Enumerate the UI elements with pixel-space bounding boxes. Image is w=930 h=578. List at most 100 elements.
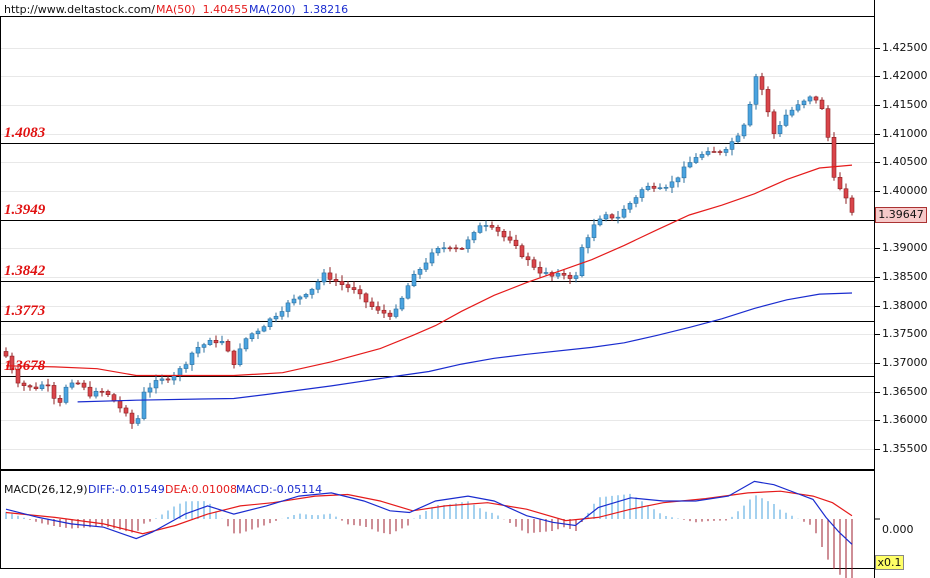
bull-candle bbox=[573, 275, 579, 279]
y-tick-label: 1.36000 bbox=[882, 413, 928, 427]
bull-candle bbox=[297, 296, 303, 300]
bear-candle bbox=[525, 256, 531, 261]
bull-candle bbox=[237, 348, 243, 365]
bull-candle bbox=[207, 340, 213, 345]
bull-candle bbox=[303, 294, 309, 298]
bear-candle bbox=[825, 108, 831, 138]
bear-candle bbox=[513, 239, 519, 247]
level-label: 1.4083 bbox=[4, 124, 46, 141]
bull-candle bbox=[429, 252, 435, 264]
bear-candle bbox=[819, 99, 825, 109]
bear-candle bbox=[45, 384, 51, 387]
bull-candle bbox=[471, 232, 477, 241]
bull-candle bbox=[585, 237, 591, 248]
bull-candle bbox=[615, 216, 621, 219]
bull-candle bbox=[411, 273, 417, 287]
macd-zero-tick: 0.000 bbox=[882, 523, 914, 536]
bull-candle bbox=[465, 239, 471, 249]
bull-candle bbox=[249, 333, 255, 340]
bear-candle bbox=[495, 226, 501, 232]
bull-candle bbox=[579, 247, 585, 277]
y-tick-label: 1.40500 bbox=[882, 155, 928, 169]
bear-candle bbox=[831, 137, 837, 178]
bull-candle bbox=[279, 311, 285, 317]
y-tick-label: 1.35500 bbox=[882, 441, 928, 455]
bear-candle bbox=[51, 385, 57, 399]
bull-candle bbox=[753, 76, 759, 105]
macd-value-label: MACD:-0.05114 bbox=[236, 483, 323, 496]
level-label: 1.3949 bbox=[4, 201, 46, 218]
bear-candle bbox=[9, 355, 15, 371]
bull-candle bbox=[423, 262, 429, 270]
bear-candle bbox=[813, 96, 819, 101]
bull-candle bbox=[405, 285, 411, 299]
bull-candle bbox=[591, 224, 597, 238]
bear-candle bbox=[567, 274, 573, 279]
bear-candle bbox=[339, 281, 345, 285]
bull-candle bbox=[417, 269, 423, 275]
macd-title: MACD(26,12,9) bbox=[4, 483, 88, 496]
bull-candle bbox=[795, 104, 801, 111]
macd-dea-line bbox=[5, 490, 853, 535]
bull-candle bbox=[255, 330, 261, 335]
bull-candle bbox=[687, 162, 693, 168]
bear-candle bbox=[81, 382, 87, 388]
bull-candle bbox=[267, 318, 273, 327]
bear-candle bbox=[447, 247, 453, 250]
bull-candle bbox=[39, 384, 45, 389]
bull-candle bbox=[477, 225, 483, 233]
bull-candle bbox=[693, 157, 699, 163]
bull-candle bbox=[633, 197, 639, 204]
bear-candle bbox=[531, 259, 537, 268]
y-tick-label: 1.39000 bbox=[882, 241, 928, 255]
bear-candle bbox=[837, 177, 843, 190]
bull-candle bbox=[777, 125, 783, 134]
bull-candle bbox=[669, 181, 675, 188]
bear-candle bbox=[87, 386, 93, 397]
bear-candle bbox=[351, 287, 357, 290]
macd-scale-button[interactable]: x0.1 bbox=[875, 555, 904, 570]
bull-candle bbox=[807, 96, 813, 102]
bear-candle bbox=[117, 400, 123, 409]
bear-candle bbox=[375, 306, 381, 311]
ma200-label: MA(200) 1.38216 bbox=[249, 3, 349, 16]
bear-candle bbox=[129, 412, 135, 424]
bull-candle bbox=[441, 247, 447, 250]
bear-candle bbox=[75, 382, 81, 385]
bear-candle bbox=[771, 111, 777, 134]
bear-candle bbox=[711, 151, 717, 153]
y-tick-label: 1.42500 bbox=[882, 40, 928, 54]
ma200-line bbox=[77, 292, 853, 403]
ma50-label: MA(50) 1.40455 bbox=[156, 3, 249, 16]
bull-candle bbox=[747, 104, 753, 126]
bull-candle bbox=[261, 326, 267, 332]
bear-candle bbox=[609, 214, 615, 219]
bull-candle bbox=[159, 378, 165, 381]
bull-candle bbox=[63, 386, 69, 403]
bear-candle bbox=[765, 89, 771, 113]
bull-candle bbox=[801, 100, 807, 106]
bull-candle bbox=[69, 382, 75, 388]
bear-candle bbox=[489, 225, 495, 228]
bear-candle bbox=[453, 247, 459, 250]
bull-candle bbox=[645, 185, 651, 190]
bear-candle bbox=[849, 197, 855, 213]
site-url: http://www.deltastock.com/ bbox=[4, 3, 155, 16]
bear-candle bbox=[27, 385, 33, 388]
bear-candle bbox=[843, 188, 849, 199]
bull-candle bbox=[675, 177, 681, 183]
ma50-line bbox=[5, 164, 853, 377]
bear-candle bbox=[651, 185, 657, 189]
y-tick-label: 1.41000 bbox=[882, 126, 928, 140]
bear-candle bbox=[15, 369, 21, 384]
level-label: 1.3773 bbox=[4, 302, 46, 319]
bull-candle bbox=[201, 344, 207, 348]
bear-candle bbox=[507, 236, 513, 241]
bear-candle bbox=[33, 386, 39, 389]
bear-candle bbox=[333, 279, 339, 282]
bear-candle bbox=[381, 309, 387, 314]
y-tick-label: 1.42000 bbox=[882, 69, 928, 83]
bear-candle bbox=[111, 394, 117, 402]
bull-candle bbox=[729, 141, 735, 150]
